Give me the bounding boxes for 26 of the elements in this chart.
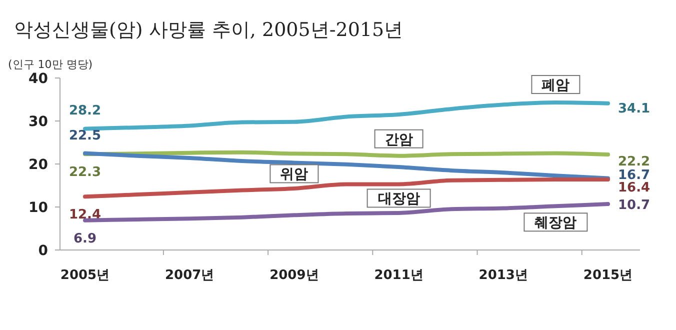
y-tick-label: 0 [38,243,48,259]
series-label: 대장암 [378,191,420,208]
x-tick-label: 2015년 [583,268,633,283]
x-tick-label: 2007년 [165,268,214,283]
y-tick-label: 20 [28,157,48,173]
data-label: 28.2 [68,104,102,119]
series-label: 위암 [280,166,308,183]
series-label: 간암 [384,132,413,148]
chart-title: 악성신생물(암) 사망률 추이, 2005년-2015년 [14,19,404,41]
x-tick-label: 2011년 [374,268,424,283]
data-label: 22.2 [618,154,650,170]
data-label: 12.4 [68,208,102,223]
data-label: 34.1 [618,101,650,116]
data-label: 10.7 [618,198,650,213]
x-tick-label: 2013년 [478,268,528,283]
data-label: 6.9 [73,231,97,246]
x-tick-label: 2009년 [270,268,319,283]
x-tick-label: 2005년 [60,268,110,283]
series-label: 췌장암 [534,215,577,232]
y-tick-label: 40 [28,71,48,87]
y-tick-label: 10 [28,200,48,216]
series-label: 폐암 [542,78,570,94]
y-axis-title: (인구 10만 명당) [8,58,93,71]
y-tick-label: 30 [28,114,48,130]
data-label: 22.5 [68,128,102,144]
data-label: 22.3 [68,165,102,180]
